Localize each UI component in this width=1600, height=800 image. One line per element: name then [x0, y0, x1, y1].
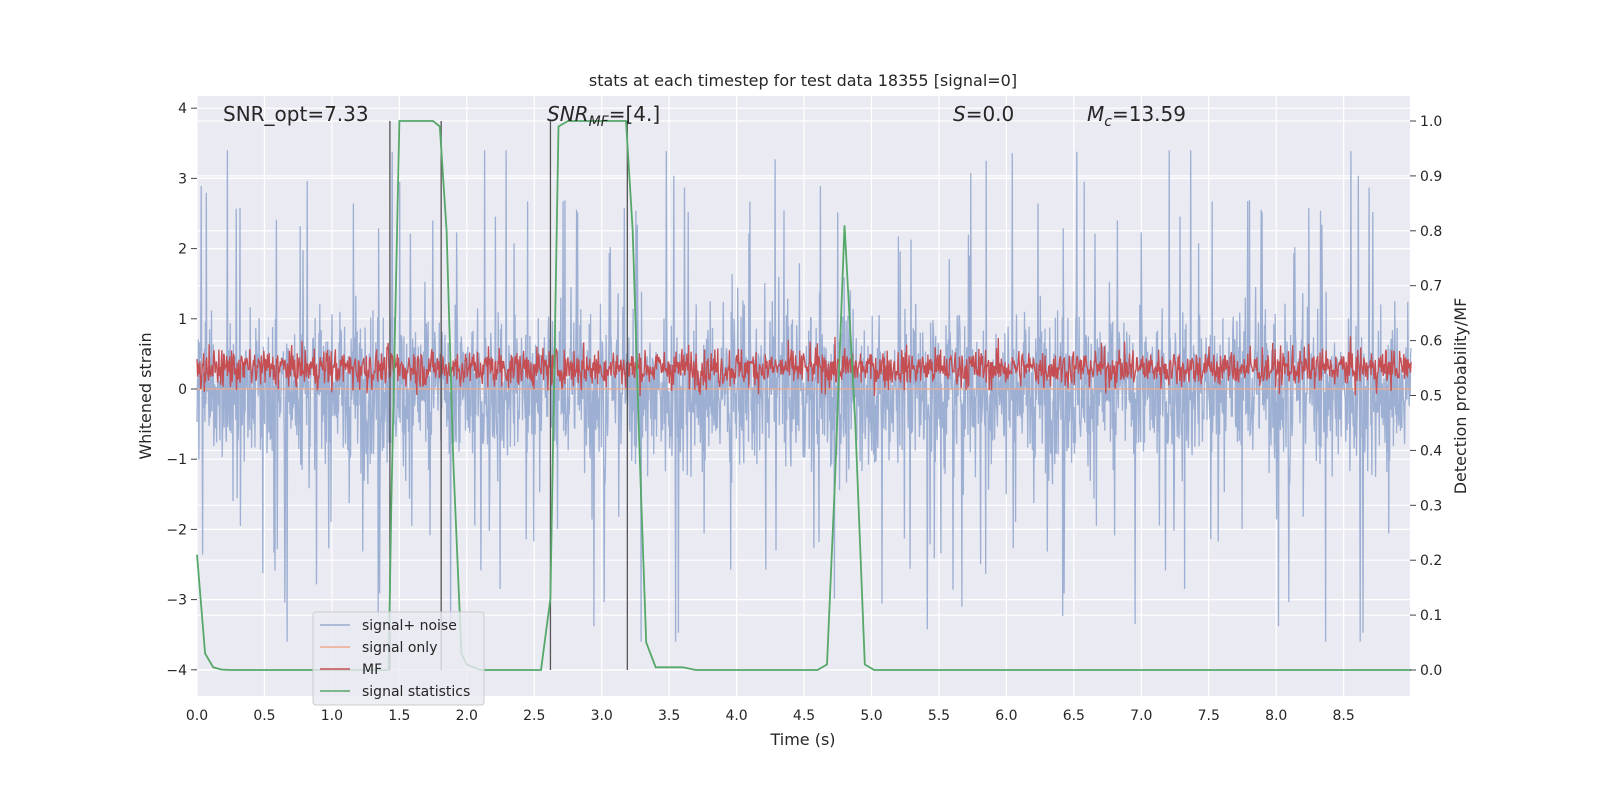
- y-left-tick-label: −2: [166, 522, 187, 538]
- y-right-tick-label: 0.1: [1420, 608, 1442, 624]
- legend-label-signal-statistics: signal statistics: [362, 684, 470, 700]
- x-tick-label: 0.5: [253, 708, 275, 724]
- x-tick-label: 5.5: [928, 708, 950, 724]
- x-tick-label: 3.0: [591, 708, 613, 724]
- y-right-tick-label: 0.8: [1420, 224, 1442, 240]
- x-tick-label: 0.0: [186, 708, 208, 724]
- legend: signal+ noise signal only MF signal stat…: [312, 611, 485, 706]
- series-layer: [196, 150, 1412, 642]
- y-right-tick-label: 0.4: [1420, 443, 1442, 459]
- y-right-tick-label: 0.9: [1420, 169, 1442, 185]
- series-signal-noise: [196, 150, 1412, 642]
- y-left-tick-label: 0: [178, 382, 187, 398]
- y-left-tick-label: 3: [178, 171, 187, 187]
- signal-statistics-layer: [196, 120, 1412, 671]
- y-left-tick-label: 4: [178, 101, 187, 117]
- x-tick-label: 1.0: [321, 708, 343, 724]
- y-axis-label-right: Detection probability/MF: [1451, 298, 1470, 495]
- annotation-s: S=0.0: [953, 102, 1014, 126]
- x-tick-label: 8.5: [1333, 708, 1355, 724]
- series-signal-statistics: [196, 120, 1412, 671]
- x-tick-label: 6.5: [1063, 708, 1085, 724]
- y-right-tick-label: 1.0: [1420, 114, 1442, 130]
- legend-label-signal-noise: signal+ noise: [362, 618, 457, 634]
- x-tick-label: 3.5: [658, 708, 680, 724]
- x-tick-label: 8.0: [1265, 708, 1287, 724]
- x-tick-label: 7.0: [1130, 708, 1152, 724]
- y-left-tick-label: −4: [166, 663, 187, 679]
- y-right-tick-label: 0.6: [1420, 334, 1442, 350]
- x-tick-label: 5.0: [860, 708, 882, 724]
- annotation-snr-opt: SNR_opt=7.33: [223, 102, 369, 126]
- x-tick-label: 1.5: [388, 708, 410, 724]
- x-axis-label: Time (s): [769, 730, 835, 749]
- chart-title: stats at each timestep for test data 183…: [589, 71, 1017, 90]
- y-right-tick-label: 0.3: [1420, 498, 1442, 514]
- y-left-tick-label: 2: [178, 242, 187, 258]
- legend-box: [312, 611, 485, 706]
- y-left-tick-label: −3: [166, 593, 187, 609]
- annotation-mc: Mc=13.59: [1087, 102, 1186, 130]
- x-tick-label: 6.0: [995, 708, 1017, 724]
- y-right-tick-label: 0.2: [1420, 553, 1442, 569]
- y-left-tick-label: −1: [166, 452, 187, 468]
- legend-label-mf: MF: [362, 662, 382, 678]
- y-right-tick-label: 0.0: [1420, 663, 1442, 679]
- y-axis-label-left: Whitened strain: [136, 332, 155, 459]
- x-tick-labels: 0.0 0.5 1.0 1.5 2.0 2.5 3.0 3.5 4.0 4.5 5.0 5.5 6.0 6…: [186, 708, 1355, 724]
- y-right-tick-labels: 1.0 0.9 0.8 0.7 0.6 0.5 0.4 0.3 0.2 0.1 0.0: [1410, 114, 1442, 679]
- y-right-tick-label: 0.7: [1420, 279, 1442, 295]
- x-tick-label: 2.0: [456, 708, 478, 724]
- y-left-tick-labels: 4 3 2 1 0 −1 −2 −3 −4: [166, 101, 197, 679]
- x-tick-label: 4.5: [793, 708, 815, 724]
- y-left-tick-label: 1: [178, 312, 187, 328]
- x-tick-label: 4.0: [725, 708, 747, 724]
- legend-label-signal-only: signal only: [362, 640, 437, 656]
- y-right-tick-label: 0.5: [1420, 389, 1442, 405]
- x-tick-label: 2.5: [523, 708, 545, 724]
- series-mf: [196, 336, 1412, 397]
- annotation-snr-mf: SNRMF=[4.]: [547, 102, 660, 130]
- x-tick-label: 7.5: [1198, 708, 1220, 724]
